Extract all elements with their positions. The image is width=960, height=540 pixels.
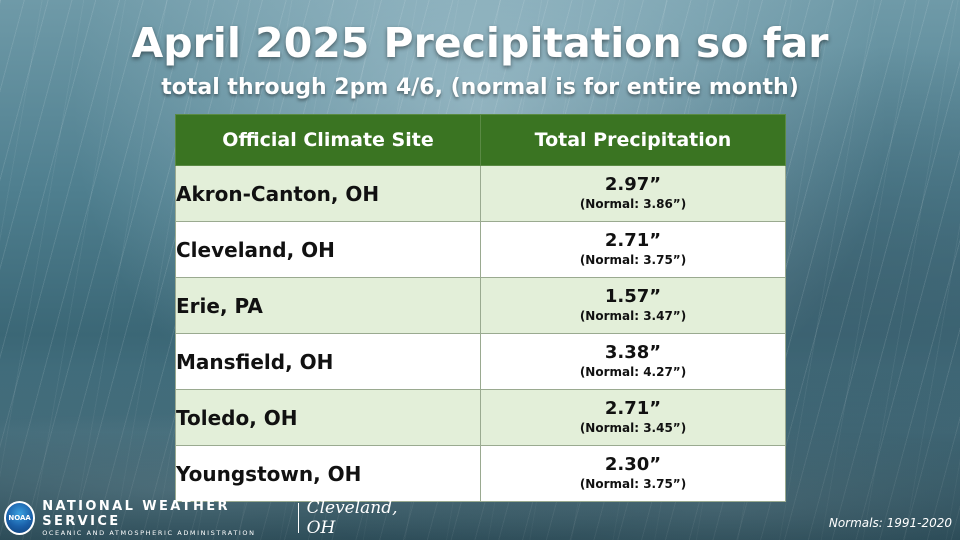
precip-total: 3.38”: [604, 342, 662, 364]
precip-total: 2.30”: [604, 454, 662, 476]
precip-cell: 1.57” (Normal: 3.47”): [480, 277, 786, 334]
site-name: Toledo, OH: [175, 389, 481, 446]
noaa-logo-text: NOAA: [8, 514, 31, 522]
agency-block: NATIONAL WEATHER SERVICE OCEANIC AND ATM…: [42, 499, 289, 538]
precipitation-table: Official Climate Site Total Precipitatio…: [175, 114, 786, 502]
precip-total: 1.57”: [604, 286, 662, 308]
site-name: Youngstown, OH: [175, 445, 481, 502]
precip-normal: (Normal: 3.45”): [579, 421, 687, 436]
precip-cell: 2.71” (Normal: 3.45”): [480, 389, 786, 446]
precip-total: 2.71”: [604, 230, 662, 252]
precip-normal: (Normal: 4.27”): [579, 365, 687, 380]
precip-cell: 2.71” (Normal: 3.75”): [480, 221, 786, 278]
table-row: Youngstown, OH 2.30” (Normal: 3.75”): [175, 445, 786, 502]
agency-name: NATIONAL WEATHER SERVICE: [42, 498, 230, 529]
agency-subtitle: OCEANIC AND ATMOSPHERIC ADMINISTRATION: [42, 528, 256, 537]
page-subtitle: total through 2pm 4/6, (normal is for en…: [161, 75, 799, 100]
table-row: Mansfield, OH 3.38” (Normal: 4.27”): [175, 333, 786, 390]
precip-total: 2.97”: [604, 174, 662, 196]
precip-cell: 2.30” (Normal: 3.75”): [480, 445, 786, 502]
precip-cell: 2.97” (Normal: 3.86”): [480, 165, 786, 222]
header-site: Official Climate Site: [175, 114, 481, 166]
header-total: Total Precipitation: [480, 114, 786, 166]
site-name: Akron-Canton, OH: [175, 165, 481, 222]
precip-normal: (Normal: 3.75”): [579, 253, 687, 268]
table-row: Cleveland, OH 2.71” (Normal: 3.75”): [175, 221, 786, 278]
precip-normal: (Normal: 3.86”): [579, 197, 687, 212]
normals-note: Normals: 1991-2020: [828, 516, 952, 530]
footer-branding: NOAA NATIONAL WEATHER SERVICE OCEANIC AN…: [0, 496, 420, 540]
table-header-row: Official Climate Site Total Precipitatio…: [175, 114, 786, 166]
noaa-logo-icon: NOAA: [4, 501, 36, 535]
site-name: Mansfield, OH: [175, 333, 481, 390]
precip-normal: (Normal: 3.75”): [579, 477, 687, 492]
precip-cell: 3.38” (Normal: 4.27”): [480, 333, 786, 390]
site-name: Erie, PA: [175, 277, 481, 334]
table-row: Erie, PA 1.57” (Normal: 3.47”): [175, 277, 786, 334]
footer-divider: [297, 503, 299, 533]
page-title: April 2025 Precipitation so far: [131, 19, 829, 67]
office-name: Cleveland, OH: [306, 498, 398, 538]
precip-total: 2.71”: [604, 398, 662, 420]
precip-normal: (Normal: 3.47”): [579, 309, 687, 324]
table-row: Toledo, OH 2.71” (Normal: 3.45”): [175, 389, 786, 446]
table-row: Akron-Canton, OH 2.97” (Normal: 3.86”): [175, 165, 786, 222]
site-name: Cleveland, OH: [175, 221, 481, 278]
